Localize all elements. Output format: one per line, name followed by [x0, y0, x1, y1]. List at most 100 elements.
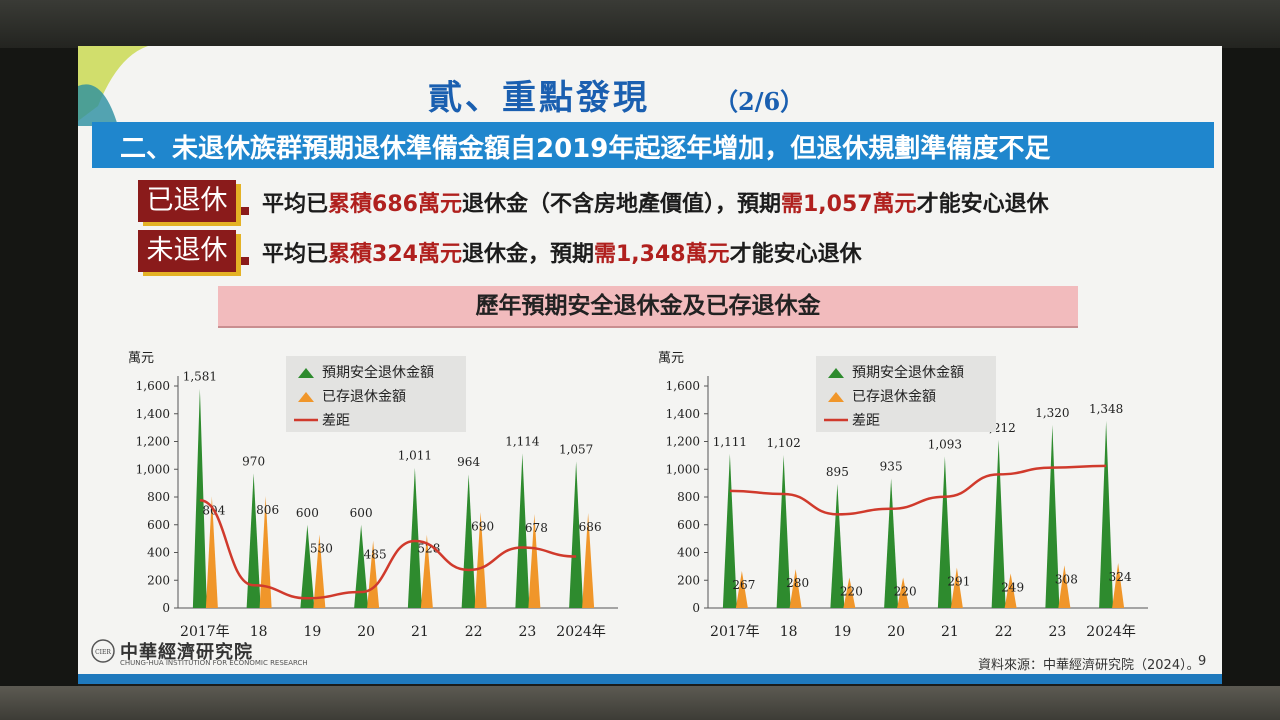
- subtitle-banner-text: 二、未退休族群預期退休準備金額自2019年起逐年增加，但退休規劃準備度不足: [120, 134, 1051, 164]
- x-tick-label: 23: [518, 624, 536, 640]
- saved-data-label: 686: [579, 520, 602, 534]
- presentation-slide: 貳、重點發現 （2/6） 二、未退休族群預期退休準備金額自2019年起逐年增加，…: [78, 46, 1222, 684]
- page-number: 9: [1198, 654, 1207, 669]
- y-tick-label: 600: [677, 518, 700, 532]
- expected-bar: [300, 524, 315, 608]
- expected-bar: [1099, 420, 1114, 608]
- room-background-bottom: [0, 686, 1280, 720]
- unretired-tag: 未退休: [138, 230, 236, 272]
- y-tick-label: 1,000: [666, 462, 700, 476]
- expected-data-label: 1,011: [398, 449, 432, 463]
- expected-bar: [776, 455, 791, 608]
- x-tick-label: 22: [465, 624, 483, 640]
- saved-bar: [789, 569, 802, 608]
- x-tick-label: 19: [833, 624, 851, 640]
- y-tick-label: 1,200: [136, 435, 170, 449]
- legend-saved-label: 已存退休金額: [322, 389, 406, 405]
- y-tick-label: 200: [677, 573, 700, 587]
- saved-bar: [259, 496, 272, 608]
- bullet-dot: [241, 207, 249, 215]
- expected-bar: [937, 456, 952, 608]
- y-axis-unit-label: 萬元: [658, 351, 684, 366]
- x-tick-label: 21: [411, 624, 429, 640]
- chart-unretired: 萬元 0 200 400 600 800 1,000 1,200 1,400 1,600 1,111…: [658, 351, 1148, 640]
- saved-data-label: 530: [310, 541, 333, 555]
- slide-title-page: （2/6）: [714, 87, 805, 116]
- institution-logo-text: 中華經濟研究院: [120, 642, 253, 663]
- saved-data-label: 528: [417, 542, 440, 556]
- gap-line: [729, 464, 1107, 516]
- legend-saved-marker: [828, 392, 844, 402]
- saved-bar: [1004, 573, 1017, 608]
- legend-expected-marker: [828, 368, 844, 378]
- expected-data-label: 1,102: [766, 436, 800, 450]
- saved-bar: [1112, 563, 1125, 608]
- expected-data-label: 600: [350, 506, 373, 520]
- x-tick-label: 19: [303, 624, 321, 640]
- expected-data-label: 600: [296, 506, 319, 520]
- saved-data-label: 690: [471, 519, 494, 533]
- institution-logo-subtext: CHUNG-HUA INSTITUTION FOR ECONOMIC RESEA…: [120, 659, 308, 667]
- corner-decoration: [78, 46, 148, 126]
- chart-section-title: 歷年預期安全退休金及已存退休金: [218, 286, 1078, 326]
- x-tick-label: 20: [357, 624, 375, 640]
- cier-logo-icon: CIER: [91, 639, 115, 663]
- retired-tag: 已退休: [138, 180, 236, 222]
- x-tick-label: 22: [995, 624, 1013, 640]
- slide-bottom-bar: [78, 674, 1222, 684]
- x-tick-label: 2017年: [180, 624, 230, 640]
- x-tick-label: 2017年: [710, 624, 760, 640]
- x-tick-label: 2024年: [1086, 624, 1136, 640]
- y-tick-label: 1,600: [666, 379, 700, 393]
- expected-bar: [884, 478, 899, 608]
- saved-data-label: 249: [1001, 580, 1024, 594]
- retired-stat: 平均已累積686萬元退休金（不含房地產價值），預期需1,057萬元才能安心退休: [262, 192, 1049, 217]
- legend-expected-label: 預期安全退休金額: [852, 364, 964, 381]
- saved-bar: [735, 570, 748, 608]
- expected-bar: [569, 461, 584, 608]
- y-tick-label: 1,400: [666, 407, 700, 421]
- y-tick-label: 0: [692, 601, 700, 615]
- saved-bar: [474, 512, 487, 608]
- legend-saved-marker: [298, 392, 314, 402]
- y-tick-label: 400: [147, 546, 170, 560]
- logo-badge: CIER: [95, 649, 111, 656]
- y-tick-label: 1,600: [136, 379, 170, 393]
- gap-line: [199, 498, 577, 600]
- saved-data-label: 324: [1109, 570, 1132, 584]
- expected-data-label: 1,348: [1089, 402, 1123, 416]
- saved-data-label: 806: [256, 503, 279, 517]
- saved-bar: [313, 534, 326, 608]
- legend-expected-label: 預期安全退休金額: [322, 364, 434, 381]
- x-tick-label: 2024年: [556, 624, 606, 640]
- x-tick-label: 18: [250, 624, 268, 640]
- room-background-left: [0, 48, 78, 688]
- slide-title: 貳、重點發現: [428, 78, 650, 118]
- legend-gap-label: 差距: [322, 413, 350, 429]
- saved-data-label: 267: [732, 578, 755, 592]
- unretired-stat: 平均已累積324萬元退休金，預期需1,348萬元才能安心退休: [262, 242, 862, 267]
- expected-data-label: 1,057: [559, 442, 593, 456]
- y-tick-label: 400: [677, 546, 700, 560]
- expected-data-label: 1,320: [1035, 406, 1069, 420]
- saved-bar: [1058, 565, 1071, 608]
- source-note: 資料來源：中華經濟研究院（2024）。: [978, 658, 1200, 673]
- room-background-top: [0, 0, 1280, 48]
- expected-bar: [515, 453, 530, 608]
- expected-bar: [830, 483, 845, 608]
- room-background-right: [1222, 48, 1280, 688]
- saved-data-label: 220: [840, 584, 863, 598]
- expected-data-label: 970: [242, 454, 265, 468]
- expected-bar: [246, 473, 261, 608]
- expected-data-label: 1,114: [505, 434, 540, 448]
- saved-data-label: 485: [364, 548, 387, 562]
- saved-data-label: 220: [894, 584, 917, 598]
- saved-bar: [205, 496, 218, 608]
- saved-data-label: 291: [947, 575, 970, 589]
- chart-retired: 萬元 0 200 400 600 800 1,000 1,200 1,400 1,600 1,581…: [128, 351, 618, 640]
- bullet-dot: [241, 257, 249, 265]
- x-tick-label: 18: [780, 624, 798, 640]
- saved-bar: [528, 513, 541, 608]
- legend-expected-marker: [298, 368, 314, 378]
- expected-data-label: 964: [457, 455, 480, 469]
